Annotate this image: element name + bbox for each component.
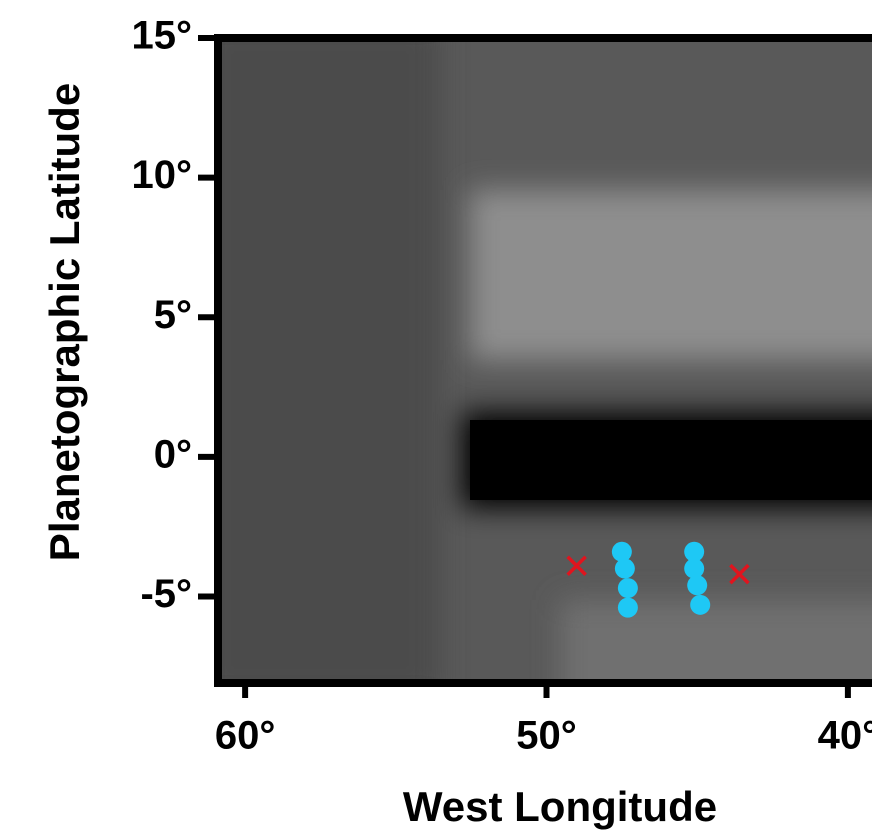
image-background (218, 38, 872, 683)
y-tick-label: 10° (132, 153, 193, 197)
y-tick-label: 15° (132, 14, 193, 58)
point (617, 597, 638, 618)
point (617, 578, 638, 599)
x-axis-title: West Longitude (403, 783, 717, 830)
point (687, 575, 708, 596)
point (684, 541, 705, 562)
y-tick-label: 5° (154, 293, 192, 337)
point (611, 541, 632, 562)
point (690, 594, 711, 615)
x-tick-label: 60° (215, 714, 276, 758)
x-tick-label: 50° (516, 714, 577, 758)
x-marker (729, 563, 750, 585)
y-axis-title: Planetographic Latitude (41, 83, 88, 561)
x-tick-label: 40° (818, 714, 872, 758)
y-tick-label: -5° (140, 572, 192, 616)
y-tick-label: 0° (154, 432, 192, 476)
point (614, 558, 635, 579)
x-marker (566, 555, 587, 576)
point (684, 558, 705, 579)
